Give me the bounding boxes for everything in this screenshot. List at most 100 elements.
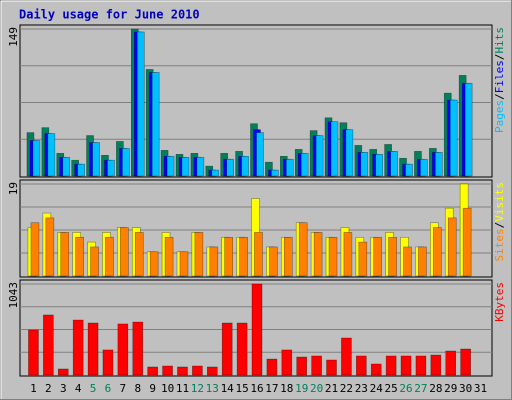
bar [266,358,278,376]
x-tick-label: 22 [340,382,353,395]
bar [445,350,457,376]
x-tick-label: 27 [414,382,427,395]
bar [430,354,442,376]
x-tick-label: 24 [370,382,384,395]
bar [300,153,309,177]
x-tick-label: 20 [310,382,323,395]
bar [62,156,71,177]
bar [390,151,398,177]
bar [132,321,144,376]
x-tick-label: 1 [30,382,37,395]
bar [47,133,56,177]
x-tick-label: 21 [325,382,338,395]
x-tick-label: 13 [206,382,219,395]
bar [147,366,158,376]
bar [385,355,397,376]
x-tick-label: 31 [474,382,487,395]
x-tick-label: 14 [221,382,235,395]
bar [32,140,41,177]
bar [107,159,115,177]
bar [236,322,248,376]
bar [122,148,130,177]
bar [206,366,218,376]
bar [328,236,338,277]
bar [433,227,442,277]
bar [181,156,190,177]
x-tick-label: 16 [250,382,263,395]
bar [388,236,397,277]
bar [177,366,188,376]
bar [221,322,233,376]
bar [134,232,144,277]
chart-title: Daily usage for June 2010 [19,8,200,22]
legend: KBytes [493,282,506,322]
x-tick-label: 8 [134,382,141,395]
x-tick-label: 10 [161,382,174,395]
bar [281,349,293,376]
bar [286,158,294,177]
bar [415,355,427,376]
bar [87,322,99,376]
bar [311,355,322,376]
bar [75,236,84,277]
bar [239,236,248,277]
bar [330,121,339,177]
legend: Pages/Files/Hits [493,27,506,133]
x-tick-label: 12 [191,382,204,395]
x-tick-label: 2 [45,382,52,395]
bar [251,283,263,376]
y-tick-label: 19 [7,182,20,195]
bar [241,155,249,177]
x-tick-label: 4 [75,382,82,395]
x-tick-label: 17 [265,382,278,395]
bar [60,232,70,277]
bar [226,158,234,177]
bar [77,163,85,177]
y-tick-label: 1043 [7,282,20,309]
bar [345,129,354,177]
legend-separator: / [493,93,506,100]
bar [149,251,159,277]
bar [343,232,353,277]
bar [298,222,308,277]
legend-entry: Pages [493,100,506,133]
x-tick-label: 3 [60,382,67,395]
x-tick-label: 5 [90,382,97,395]
x-tick-label: 6 [105,382,112,395]
bar [92,142,100,177]
legend-entry: Hits [493,27,506,54]
bar [370,363,382,376]
bar [326,359,337,376]
bar [224,236,233,277]
legend-separator: / [493,222,506,229]
bar [464,82,473,177]
bar [269,246,278,277]
bar [375,153,384,177]
bar [57,368,69,376]
bar [211,169,220,177]
x-tick-label: 26 [399,382,412,395]
bar [254,232,263,277]
bar [72,319,84,376]
bar [403,246,412,277]
y-tick-label: 149 [7,27,20,47]
x-tick-label: 25 [385,382,398,395]
bar [420,158,428,177]
x-tick-label: 18 [280,382,293,395]
x-tick-label: 19 [295,382,308,395]
bar [166,155,175,177]
legend-entry: Visits [493,182,506,222]
bar [405,163,413,177]
bar [162,365,173,376]
bar [373,236,383,277]
legend-entry: KBytes [493,282,506,322]
bar [179,251,189,277]
bar [209,246,219,277]
x-tick-label: 23 [355,382,368,395]
legend-entry: Files [493,60,506,93]
bar [120,227,129,277]
bar [296,356,308,376]
bar [256,132,264,177]
bar [102,349,114,376]
bar [418,246,427,277]
